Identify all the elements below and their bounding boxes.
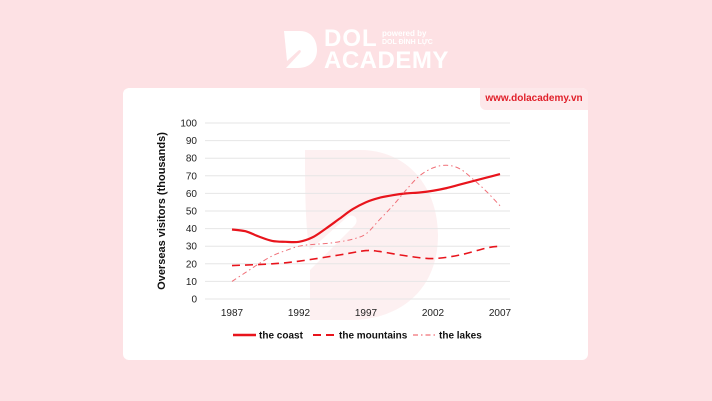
series-line-the-coast xyxy=(231,172,501,244)
y-tick-label: 90 xyxy=(186,136,198,147)
y-tick-label: 50 xyxy=(186,207,198,218)
dol-logo-mark-icon xyxy=(284,31,317,68)
y-tick-label: 10 xyxy=(186,277,198,288)
x-tick-label: 1987 xyxy=(221,308,244,319)
x-tick-label: 2002 xyxy=(422,308,445,319)
y-tick-label: 60 xyxy=(186,189,198,200)
logo-powered-by: powered by xyxy=(382,29,427,38)
x-tick-label: 1997 xyxy=(355,308,378,319)
x-tick-label: 2007 xyxy=(489,308,512,319)
series-line-the-lakes xyxy=(231,164,501,282)
y-tick-label: 20 xyxy=(186,259,198,270)
y-tick-label: 0 xyxy=(191,295,197,306)
logo-text-dol: DOL xyxy=(324,25,378,52)
y-tick-label: 70 xyxy=(186,171,198,182)
website-badge[interactable]: www.dolacademy.vn xyxy=(480,88,588,110)
y-tick-label: 80 xyxy=(186,154,198,165)
series-line-the-mountains xyxy=(231,245,501,267)
legend-label: the mountains xyxy=(339,331,408,342)
legend-label: the coast xyxy=(259,331,304,342)
y-tick-label: 40 xyxy=(186,224,198,235)
y-tick-label: 100 xyxy=(180,119,197,130)
legend-label: the lakes xyxy=(439,331,482,342)
dol-academy-logo: DOL powered by DOL ĐÌNH LỰC ACADEMY xyxy=(282,25,448,73)
logo-powered-by-name: DOL ĐÌNH LỰC xyxy=(382,39,433,46)
y-axis-label: Overseas visitors (thousands) xyxy=(156,132,168,290)
y-tick-label: 30 xyxy=(186,242,198,253)
logo-text-academy: ACADEMY xyxy=(324,47,449,74)
x-tick-label: 1992 xyxy=(288,308,311,319)
